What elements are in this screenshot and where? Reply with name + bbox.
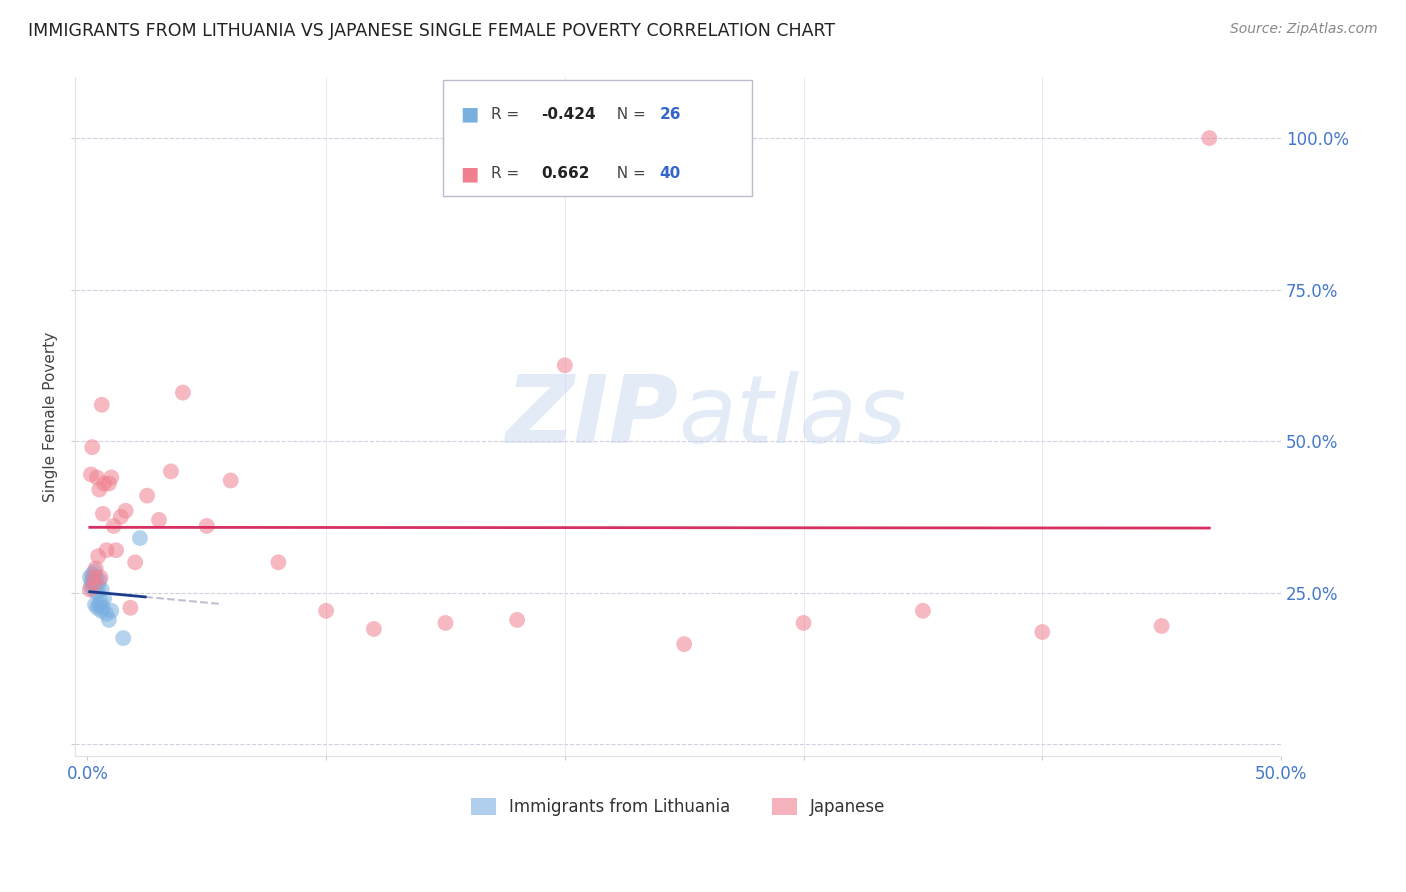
Point (160, 464, 183, 478)
Point (90, 582, 112, 597)
Point (83, 576, 105, 591)
Point (84, 576, 107, 591)
Point (89, 483, 111, 497)
Point (79, 582, 101, 597)
Point (86, 470, 108, 484)
Point (87, 549, 110, 564)
Y-axis label: Single Female Poverty: Single Female Poverty (44, 332, 58, 502)
Point (96, 607, 118, 621)
Point (82, 567, 104, 582)
Point (136, 489, 159, 503)
Point (93, 591, 115, 606)
Point (83, 565, 105, 579)
Legend: Immigrants from Lithuania, Japanese: Immigrants from Lithuania, Japanese (464, 791, 893, 822)
Point (434, 615, 457, 630)
Point (86, 600, 108, 615)
Text: ■: ■ (460, 164, 478, 184)
Point (82, 440, 104, 454)
Point (80, 574, 103, 588)
Point (267, 555, 290, 569)
Point (124, 555, 146, 569)
Point (84, 561, 107, 575)
Point (105, 543, 128, 558)
Text: Source: ZipAtlas.com: Source: ZipAtlas.com (1230, 22, 1378, 37)
Text: ■: ■ (460, 104, 478, 124)
Point (195, 519, 218, 533)
Point (148, 513, 170, 527)
Point (114, 504, 136, 518)
Point (82, 570, 104, 584)
Text: atlas: atlas (678, 371, 907, 462)
Text: 0.662: 0.662 (541, 167, 589, 181)
Point (129, 531, 152, 545)
Point (506, 613, 529, 627)
Point (96, 543, 118, 558)
Point (315, 604, 337, 618)
Point (673, 637, 696, 651)
Point (84, 598, 107, 612)
Point (86, 570, 108, 584)
Text: -0.424: -0.424 (541, 107, 596, 121)
Point (80, 580, 103, 594)
Text: 40: 40 (659, 167, 681, 181)
Point (112, 631, 135, 645)
Point (110, 509, 132, 524)
Point (219, 474, 242, 488)
Point (91, 507, 114, 521)
Text: R =: R = (491, 167, 529, 181)
Point (80, 467, 103, 482)
Text: N =: N = (607, 107, 651, 121)
Point (97, 476, 120, 491)
Point (97, 613, 120, 627)
Point (363, 622, 385, 636)
Point (90, 604, 112, 618)
Point (89, 574, 111, 588)
Point (793, 615, 815, 630)
Point (103, 519, 125, 533)
Point (1031, 625, 1053, 640)
Point (82, 576, 104, 591)
Text: N =: N = (607, 167, 651, 181)
Point (90, 595, 112, 609)
Text: 26: 26 (659, 107, 681, 121)
Point (79, 570, 101, 584)
Text: IMMIGRANTS FROM LITHUANIA VS JAPANESE SINGLE FEMALE POVERTY CORRELATION CHART: IMMIGRANTS FROM LITHUANIA VS JAPANESE SI… (28, 22, 835, 40)
Point (172, 385, 194, 400)
Point (120, 600, 142, 615)
Point (82, 582, 104, 597)
Point (1150, 619, 1173, 633)
Point (90, 398, 112, 412)
Point (100, 470, 122, 484)
Point (100, 604, 122, 618)
Point (554, 359, 576, 373)
Point (91, 600, 114, 615)
Point (911, 604, 934, 618)
Text: ZIP: ZIP (505, 371, 678, 463)
Point (83, 574, 105, 588)
Point (1198, 131, 1220, 145)
Text: R =: R = (491, 107, 524, 121)
Point (93, 476, 115, 491)
Point (87, 580, 110, 594)
Point (87, 598, 110, 612)
Point (90, 570, 112, 584)
Point (86, 585, 108, 599)
